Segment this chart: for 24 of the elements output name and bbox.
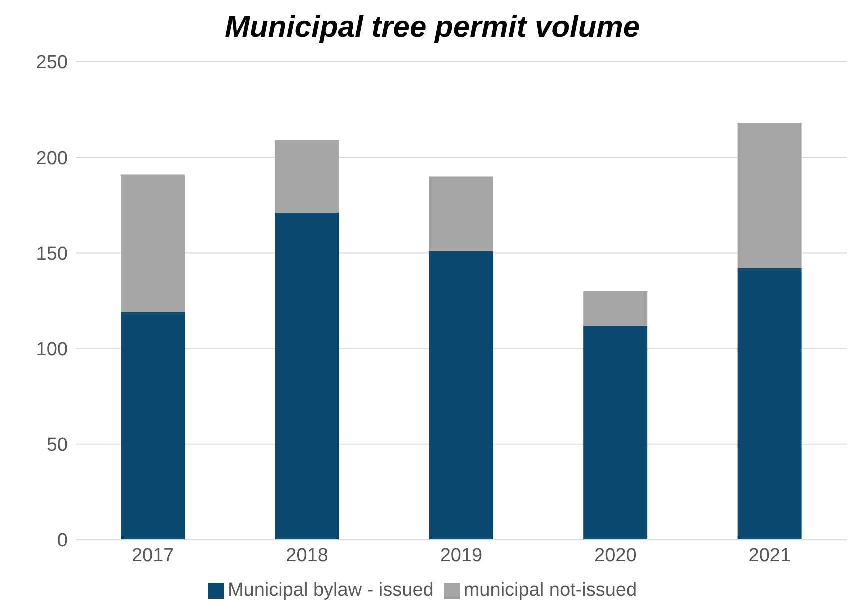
bar — [738, 268, 802, 540]
y-tick-label: 0 — [57, 530, 68, 552]
y-tick-label: 200 — [36, 148, 68, 170]
bar — [121, 174, 185, 312]
x-tick-label: 2019 — [440, 545, 483, 566]
x-tick-label: 2017 — [132, 545, 174, 566]
bar — [429, 176, 494, 252]
bar — [429, 251, 494, 540]
x-tick-label: 2020 — [594, 545, 637, 566]
y-tick-label: 150 — [36, 244, 68, 265]
y-tick-label: 50 — [46, 435, 68, 456]
x-tick-label: 2021 — [748, 545, 792, 566]
legend-label: Municipal bylaw - issued — [228, 580, 434, 601]
bar — [121, 312, 185, 540]
bar — [275, 213, 340, 540]
bar — [584, 291, 648, 326]
y-tick-label: 250 — [36, 52, 68, 74]
y-tick-label: 100 — [36, 340, 68, 361]
legend-label: municipal not-issued — [464, 580, 638, 601]
chart-title: Municipal tree permit volume — [224, 10, 642, 46]
x-tick-label: 2018 — [286, 545, 328, 566]
bar — [738, 123, 802, 268]
bar — [584, 326, 648, 540]
bar — [275, 140, 340, 214]
